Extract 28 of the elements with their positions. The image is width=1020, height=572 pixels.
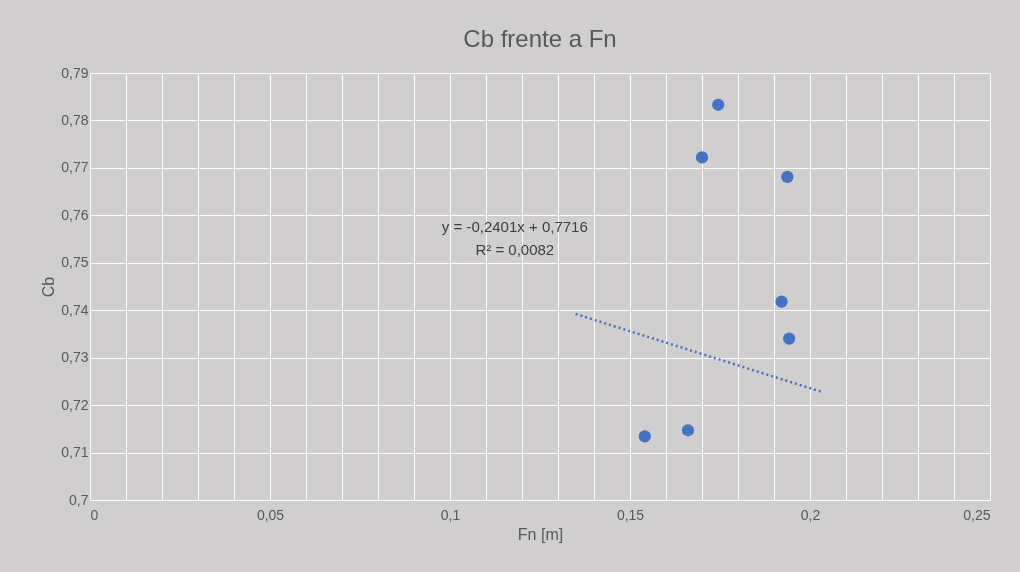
y-tick-label: 0,76 [61, 206, 89, 223]
y-tick-label: 0,78 [61, 111, 89, 128]
point [681, 424, 695, 437]
point [783, 332, 796, 345]
y-tick-label: 0,72 [61, 396, 89, 413]
x-tick-label: 0,05 [256, 506, 285, 523]
y-tick-label: 0,7 [69, 491, 89, 508]
y-axis-title: Cb [40, 276, 58, 298]
y-tick-label: 0,71 [61, 444, 89, 461]
x-tick-label: 0,2 [800, 506, 821, 523]
x-tick-label: 0,1 [440, 506, 461, 523]
y-tick-label: 0,74 [61, 301, 89, 318]
annotation: y = -0,2401x + 0,7716 [441, 217, 588, 235]
annotation: R² = 0,0082 [475, 241, 555, 259]
y-tick-label: 0,79 [61, 64, 89, 81]
point [695, 151, 709, 164]
point [781, 170, 794, 184]
y-tick-label: 0,77 [61, 159, 89, 176]
x-tick-label: 0,15 [616, 506, 645, 523]
x-axis-title: Fn [m] [517, 525, 564, 543]
chart-title: Cb frente a Fn [463, 25, 617, 52]
x-tick-label: 0,25 [963, 506, 991, 523]
point [775, 295, 788, 308]
y-tick-label: 0,73 [61, 349, 89, 366]
point [712, 98, 725, 111]
y-tick-label: 0,75 [61, 254, 89, 271]
x-tick-label: 0 [90, 506, 99, 523]
point [638, 430, 651, 443]
